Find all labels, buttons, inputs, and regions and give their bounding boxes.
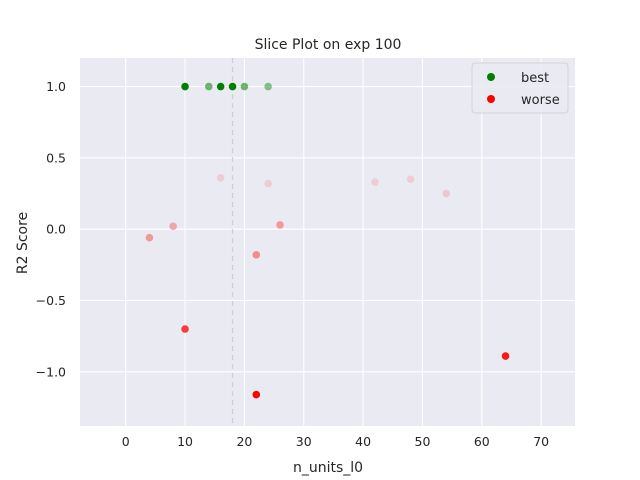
x-tick-label: 40 xyxy=(355,434,371,449)
y-tick-labels: −1.0 −0.5 0.0 0.5 1.0 xyxy=(36,79,66,379)
scatter-point-worse xyxy=(371,178,379,186)
scatter-point-worse xyxy=(252,390,261,399)
scatter-point-worse xyxy=(181,325,189,333)
scatter-point-best xyxy=(216,82,225,91)
y-tick-label: 1.0 xyxy=(46,79,66,94)
x-tick-label: 20 xyxy=(236,434,252,449)
scatter-point-worse xyxy=(276,221,284,229)
legend-marker-best xyxy=(487,73,495,81)
y-tick-label: 0.0 xyxy=(46,222,66,237)
legend: best worse xyxy=(471,62,569,114)
scatter-point-worse xyxy=(406,175,415,184)
legend-label-best: best xyxy=(521,71,549,86)
scatter-point-worse xyxy=(501,352,510,360)
y-tick-label: 0.5 xyxy=(46,150,66,165)
y-axis-label: R2 Score xyxy=(15,212,31,274)
scatter-point-worse xyxy=(145,233,154,242)
legend-box xyxy=(471,62,569,114)
grid xyxy=(80,58,575,426)
x-tick-label: 60 xyxy=(474,434,490,449)
x-tick-label: 50 xyxy=(415,434,431,449)
x-tick-label: 10 xyxy=(177,434,193,449)
scatter-point-best xyxy=(264,82,272,91)
scatter-point-best xyxy=(204,82,213,91)
legend-label-worse: worse xyxy=(521,93,560,108)
scatter-point-best xyxy=(240,82,249,91)
scatter-point-worse xyxy=(169,222,177,231)
scatter-point-worse xyxy=(264,179,272,188)
y-tick-label: −0.5 xyxy=(36,293,66,308)
scatter-point-worse xyxy=(442,189,451,198)
chart-title: Slice Plot on exp 100 xyxy=(255,37,402,53)
legend-marker-worse xyxy=(487,95,495,103)
scatter-point-best xyxy=(228,82,237,91)
x-tick-label: 70 xyxy=(533,434,549,449)
x-tick-labels: 0 10 20 30 40 50 60 70 xyxy=(122,434,549,449)
y-tick-label: −1.0 xyxy=(36,364,66,379)
x-axis-label: n_units_l0 xyxy=(293,460,363,476)
plot-background xyxy=(80,58,575,426)
scatter-point-worse xyxy=(252,251,261,259)
scatter-point-best xyxy=(181,82,189,91)
scatter-point-worse xyxy=(216,174,225,182)
x-tick-label: 0 xyxy=(122,434,130,449)
x-tick-label: 30 xyxy=(296,434,312,449)
data-points xyxy=(145,82,510,399)
